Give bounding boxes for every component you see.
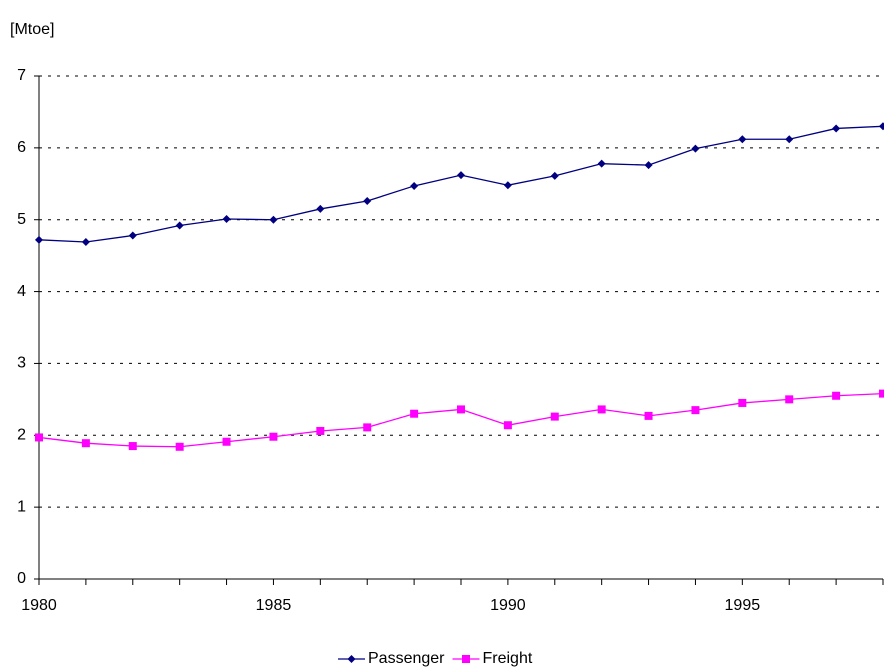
point	[785, 395, 794, 404]
point	[363, 197, 372, 206]
point	[644, 411, 653, 420]
legend-label: Freight	[483, 650, 533, 667]
y-tick-label: 1	[17, 498, 26, 515]
point	[128, 231, 137, 240]
y-tick-label: 7	[17, 67, 26, 84]
y-axis-label: [Mtoe]	[10, 21, 54, 38]
point	[879, 122, 884, 131]
point	[222, 437, 231, 446]
x-tick-label: 1980	[21, 597, 57, 614]
point	[35, 235, 43, 244]
point	[410, 409, 419, 418]
x-tick-label: 1985	[256, 597, 292, 614]
point	[35, 433, 43, 442]
point	[175, 442, 184, 451]
point	[457, 405, 465, 414]
point	[457, 171, 465, 180]
y-tick-label: 0	[17, 570, 26, 587]
point	[269, 432, 278, 441]
point	[128, 442, 137, 451]
point	[81, 237, 90, 246]
point	[738, 398, 747, 407]
y-tick-label: 2	[17, 427, 26, 444]
x-tick-label: 1990	[490, 597, 526, 614]
point	[175, 221, 184, 230]
point	[550, 171, 559, 180]
point	[597, 405, 606, 414]
y-tick-label: 4	[17, 283, 26, 300]
point	[691, 406, 700, 415]
point	[316, 426, 325, 435]
point	[785, 135, 794, 144]
point	[550, 412, 559, 421]
point	[879, 389, 884, 398]
point	[81, 439, 90, 448]
point	[410, 181, 419, 190]
y-tick-label: 6	[17, 139, 26, 156]
point	[644, 161, 653, 170]
point	[832, 124, 841, 133]
legend-marker	[347, 655, 356, 663]
point	[597, 159, 606, 168]
x-tick-label: 1995	[725, 597, 761, 614]
point	[363, 423, 372, 432]
series-line	[38, 125, 884, 243]
point	[738, 135, 747, 144]
y-tick-label: 3	[17, 355, 26, 372]
point	[222, 214, 231, 223]
legend-marker	[462, 655, 470, 663]
point	[316, 204, 325, 213]
point	[269, 215, 278, 224]
series-line	[38, 392, 884, 448]
point	[503, 181, 512, 190]
point	[691, 144, 700, 153]
point	[503, 421, 512, 430]
point	[832, 391, 841, 400]
y-tick-label: 5	[17, 211, 26, 228]
legend-label: Passenger	[368, 650, 445, 667]
